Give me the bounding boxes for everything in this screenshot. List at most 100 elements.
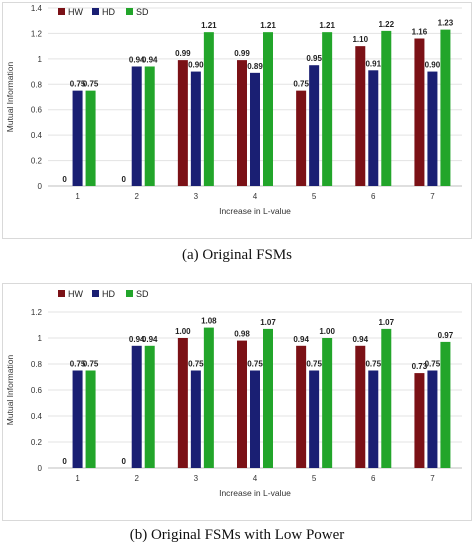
x-tick-label: 3 — [194, 474, 199, 483]
bar-hw — [414, 38, 425, 187]
data-label: 0.75 — [247, 360, 263, 369]
bar-sd — [144, 345, 155, 468]
bar-sd — [322, 338, 333, 468]
chart-svg-1: 0 0.2 0.4 0.6 0.8 1 1.2 Mutual Information 0 0.75… — [5, 289, 462, 498]
bar-sd — [85, 90, 96, 186]
bar-hw — [296, 345, 307, 468]
legend-label-hw: HW — [68, 289, 83, 299]
data-label: 1.00 — [319, 327, 335, 336]
y-tick-label: 0.2 — [31, 438, 43, 447]
bar-sd — [381, 328, 392, 468]
bar-sd — [203, 327, 214, 468]
legend-swatch-hd — [92, 290, 99, 297]
data-label: 0.75 — [70, 360, 86, 369]
bar-hw — [237, 340, 247, 468]
x-tick-label: 2 — [134, 192, 139, 201]
data-label: 0.94 — [129, 55, 145, 64]
x-axis-label: Increase in L-value — [219, 206, 291, 216]
bar-hd — [131, 66, 142, 186]
y-tick-label: 0.2 — [31, 157, 43, 166]
y-tick-label: 1 — [38, 55, 43, 64]
bar-sd — [381, 30, 392, 187]
bar-hd — [190, 71, 201, 186]
data-label: 0.75 — [70, 80, 86, 89]
x-tick-label: 5 — [312, 192, 317, 201]
chart-svg-0: 0 0.2 0.4 0.6 0.8 1 1.2 1.4 Mutual Information 0 0… — [5, 4, 462, 216]
data-label: 1.22 — [378, 20, 394, 29]
data-label: 0.75 — [306, 360, 322, 369]
caption-b: (b) Original FSMs with Low Power — [129, 527, 345, 543]
bar-hd — [309, 65, 320, 186]
data-label: 1.21 — [319, 21, 335, 30]
data-label: 0.89 — [247, 62, 263, 71]
data-label: 0.90 — [425, 61, 441, 70]
legend-swatch-hw — [58, 8, 65, 15]
legend-label-hw: HW — [68, 7, 83, 17]
data-label: 0.94 — [129, 335, 145, 344]
data-label: 0.75 — [293, 80, 309, 89]
bar-sd — [322, 32, 333, 187]
bar-hd — [131, 345, 142, 468]
bar-sd — [440, 341, 451, 468]
data-label: 0 — [121, 457, 126, 466]
x-tick-label: 5 — [312, 474, 317, 483]
data-label: 1.00 — [175, 327, 191, 336]
y-axis-label: Mutual Information — [5, 355, 15, 426]
data-label: 0.97 — [438, 331, 454, 340]
chart-b: 0 0.2 0.4 0.6 0.8 1 1.2 Mutual Information 0 0.75… — [0, 282, 474, 520]
data-label: 0.95 — [306, 54, 322, 63]
data-label: 0.75 — [83, 80, 99, 89]
data-label: 1.21 — [260, 21, 276, 30]
bar-hd — [309, 370, 320, 468]
y-tick-label: 0 — [38, 464, 43, 473]
data-label: 0 — [62, 457, 67, 466]
y-tick-label: 1.4 — [31, 4, 43, 13]
x-tick-label: 7 — [430, 474, 435, 483]
bar-hw — [296, 90, 307, 186]
bar-sd — [263, 32, 273, 187]
y-tick-label: 0.6 — [31, 386, 43, 395]
x-axis-label: Increase in L-value — [219, 488, 291, 498]
data-label: 0.90 — [188, 61, 204, 70]
data-label: 0.75 — [188, 360, 204, 369]
y-tick-label: 1 — [38, 334, 43, 343]
x-tick-label: 6 — [371, 192, 376, 201]
chart-b-frame — [2, 283, 472, 521]
data-label: 1.07 — [378, 318, 394, 327]
x-tick-label: 3 — [194, 192, 199, 201]
data-label: 0 — [62, 175, 67, 184]
data-label: 0.94 — [352, 335, 368, 344]
bar-hd — [250, 72, 260, 186]
bar-hw — [355, 46, 366, 187]
data-label: 0.94 — [142, 55, 158, 64]
y-tick-label: 1.2 — [31, 308, 43, 317]
data-label: 0.75 — [83, 360, 99, 369]
bar-sd — [144, 66, 155, 186]
data-label: 1.10 — [352, 35, 368, 44]
data-label: 1.08 — [201, 317, 217, 326]
bar-hd — [72, 90, 83, 186]
bar-hd — [190, 370, 201, 468]
bar-sd — [440, 29, 451, 186]
data-label: 1.07 — [260, 318, 276, 327]
y-tick-label: 1.2 — [31, 29, 43, 38]
legend-label-hd: HD — [102, 289, 115, 299]
y-tick-label: 0.6 — [31, 106, 43, 115]
legend-swatch-hw — [58, 290, 65, 297]
legend-0: HW HD SD — [58, 7, 149, 17]
bar-hw — [177, 338, 188, 468]
data-label: 1.21 — [201, 21, 217, 30]
data-label: 0.75 — [425, 360, 441, 369]
legend-swatch-sd — [126, 8, 133, 15]
bar-hw — [355, 345, 366, 468]
legend-swatch-hd — [92, 8, 99, 15]
legend-1: HW HD SD — [58, 289, 149, 299]
legend-swatch-sd — [126, 290, 133, 297]
data-label: 0.94 — [293, 335, 309, 344]
y-tick-label: 0 — [38, 182, 43, 191]
legend-label-sd: SD — [136, 289, 149, 299]
bar-hw — [414, 373, 425, 468]
data-label: 0 — [121, 175, 126, 184]
data-label: 1.16 — [412, 28, 428, 37]
data-label: 0.99 — [175, 49, 191, 58]
